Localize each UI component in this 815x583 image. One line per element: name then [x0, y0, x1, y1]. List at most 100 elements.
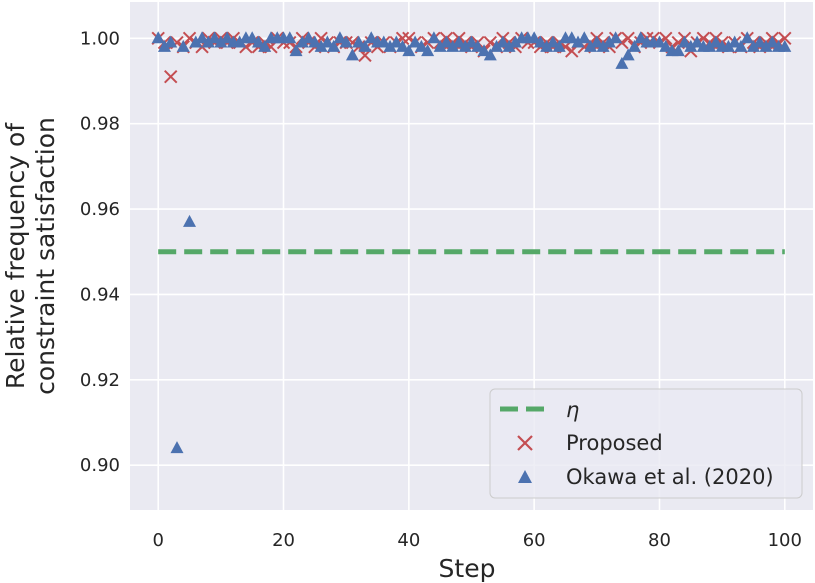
okawa-point	[452, 35, 466, 48]
okawa-point	[183, 214, 197, 227]
x-tick-label: 100	[768, 530, 802, 551]
legend-threshold-label: η	[566, 398, 579, 422]
legend: η Proposed Okawa et al. (2020)	[489, 388, 803, 499]
okawa-point	[740, 31, 754, 44]
okawa-point	[220, 31, 234, 44]
okawa-point	[446, 39, 460, 52]
legend-box	[489, 388, 803, 499]
okawa-point	[734, 39, 748, 52]
okawa-point	[746, 39, 760, 52]
okawa-point	[251, 35, 265, 48]
okawa-point	[634, 31, 648, 44]
okawa-point	[295, 35, 309, 48]
proposed-point	[164, 69, 178, 84]
okawa-point	[333, 31, 347, 44]
okawa-point	[458, 39, 472, 52]
okawa-point	[671, 44, 685, 57]
proposed-point	[621, 31, 635, 45]
grid-lines	[130, 2, 813, 510]
okawa-point	[308, 35, 322, 48]
okawa-point	[302, 31, 316, 44]
okawa-point	[590, 35, 604, 48]
okawa-point	[245, 31, 259, 44]
okawa-point	[602, 35, 616, 48]
x-tick-label: 0	[152, 530, 163, 551]
okawa-point	[421, 44, 435, 57]
okawa-point	[527, 31, 541, 44]
y-tick-label: 0.92	[80, 370, 120, 391]
okawa-point	[164, 35, 178, 48]
okawa-point	[258, 39, 272, 52]
okawa-point	[678, 35, 692, 48]
okawa-point	[571, 35, 585, 48]
okawa-point	[759, 39, 773, 52]
y-axis-label: Relative frequency of constraint satisfa…	[1, 117, 60, 395]
okawa-point	[627, 39, 641, 52]
okawa-point	[289, 44, 303, 57]
y-tick-label: 0.96	[80, 199, 120, 220]
y-axis-label-line-2: constraint satisfaction	[31, 117, 60, 395]
okawa-point	[396, 39, 410, 52]
okawa-point	[352, 35, 366, 48]
okawa-point	[615, 56, 629, 69]
okawa-point	[157, 39, 171, 52]
okawa-point	[345, 48, 359, 61]
okawa-point	[383, 39, 397, 52]
series-marks	[151, 31, 792, 454]
okawa-point	[609, 31, 623, 44]
okawa-point	[533, 35, 547, 48]
legend-okawa-label: Okawa et al. (2020)	[566, 465, 774, 489]
y-tick-label: 0.94	[80, 284, 120, 305]
okawa-point	[540, 39, 554, 52]
okawa-point	[439, 35, 453, 48]
okawa-point	[483, 48, 497, 61]
okawa-point	[314, 39, 328, 52]
okawa-point	[151, 31, 165, 44]
y-tick-label: 0.90	[80, 455, 120, 476]
okawa-point	[364, 31, 378, 44]
okawa-point	[214, 35, 228, 48]
legend-proposed-label: Proposed	[566, 431, 663, 455]
x-axis-label: Step	[439, 554, 496, 583]
okawa-point	[208, 31, 222, 44]
tick-labels: 0 20 40 60 80 100 0.90 0.92 0.94 0.96 0.98 1.00	[80, 28, 802, 551]
proposed-point	[778, 31, 792, 45]
okawa-point	[465, 35, 478, 48]
x-tick-label: 60	[523, 530, 546, 551]
okawa-point	[502, 39, 516, 52]
okawa-point	[201, 35, 215, 48]
x-tick-label: 80	[648, 530, 671, 551]
okawa-point	[709, 35, 723, 48]
y-axis-label-line-1: Relative frequency of	[1, 122, 30, 389]
okawa-point	[402, 44, 416, 57]
okawa-point	[170, 441, 184, 454]
okawa-point	[320, 35, 334, 48]
okawa-point	[490, 39, 504, 52]
okawa-point	[552, 39, 566, 52]
okawa-point	[652, 35, 666, 48]
okawa-point	[621, 48, 635, 61]
okawa-point	[584, 39, 598, 52]
legend-proposed-swatch	[517, 435, 533, 451]
okawa-point	[721, 39, 735, 52]
okawa-point	[577, 31, 591, 44]
okawa-point	[389, 35, 403, 48]
okawa-point	[596, 39, 610, 52]
okawa-point	[684, 39, 698, 52]
okawa-point	[427, 31, 441, 44]
okawa-point	[508, 35, 522, 48]
okawa-point	[690, 35, 704, 48]
okawa-point	[176, 39, 190, 52]
okawa-point	[433, 39, 447, 52]
okawa-point	[728, 35, 742, 48]
x-tick-label: 40	[397, 530, 420, 551]
series-triangle	[151, 31, 792, 454]
legend-okawa-swatch	[518, 470, 532, 483]
okawa-point	[195, 31, 209, 44]
okawa-point	[753, 35, 767, 48]
okawa-point	[546, 35, 560, 48]
okawa-point	[189, 35, 203, 48]
okawa-point	[477, 44, 491, 57]
